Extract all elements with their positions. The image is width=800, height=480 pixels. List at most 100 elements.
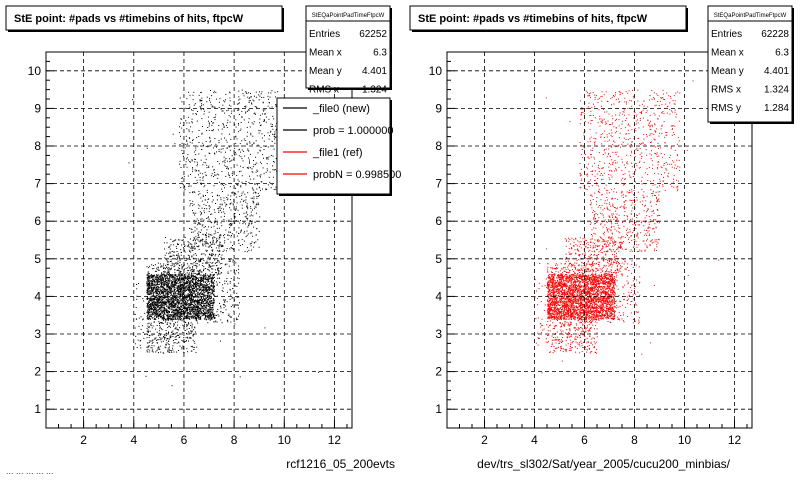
data-point bbox=[204, 184, 206, 186]
data-point bbox=[259, 95, 261, 97]
data-point bbox=[230, 224, 232, 225]
data-point bbox=[166, 316, 168, 318]
data-point bbox=[200, 92, 202, 94]
data-point bbox=[160, 308, 162, 310]
data-point bbox=[275, 105, 277, 107]
data-point bbox=[160, 285, 162, 287]
data-point bbox=[156, 274, 158, 276]
data-point bbox=[155, 313, 157, 315]
data-point bbox=[190, 277, 191, 279]
data-point bbox=[242, 167, 244, 168]
data-point bbox=[209, 319, 211, 321]
data-point bbox=[157, 280, 159, 282]
data-point bbox=[275, 186, 277, 188]
data-point bbox=[167, 317, 169, 319]
data-point bbox=[213, 90, 215, 92]
data-point bbox=[158, 302, 160, 304]
data-point bbox=[150, 284, 152, 286]
data-point bbox=[157, 267, 159, 269]
data-point bbox=[184, 291, 186, 293]
data-point bbox=[204, 305, 206, 307]
data-point bbox=[161, 276, 163, 278]
data-point bbox=[209, 304, 211, 306]
data-point bbox=[162, 315, 164, 317]
data-point bbox=[170, 314, 172, 315]
data-point bbox=[272, 176, 274, 178]
data-point bbox=[178, 317, 180, 319]
data-point bbox=[157, 301, 159, 303]
data-point bbox=[158, 298, 160, 300]
data-point bbox=[203, 318, 205, 320]
data-point bbox=[204, 311, 206, 313]
data-point bbox=[203, 312, 205, 314]
data-point bbox=[222, 284, 223, 286]
data-point bbox=[193, 287, 195, 289]
data-point bbox=[202, 244, 204, 246]
data-point bbox=[159, 275, 161, 277]
data-point bbox=[176, 312, 178, 314]
data-point bbox=[194, 239, 196, 241]
data-point bbox=[187, 311, 189, 313]
data-point bbox=[151, 312, 153, 314]
data-point bbox=[169, 278, 170, 280]
data-point bbox=[229, 203, 231, 205]
data-point bbox=[196, 277, 197, 279]
data-point bbox=[177, 318, 179, 320]
data-point bbox=[177, 301, 179, 303]
data-point bbox=[275, 158, 277, 159]
data-point bbox=[211, 268, 212, 270]
data-point bbox=[162, 293, 164, 295]
data-point bbox=[242, 191, 244, 193]
data-point bbox=[238, 114, 240, 115]
data-point bbox=[183, 264, 185, 266]
data-point bbox=[155, 337, 157, 339]
data-point bbox=[227, 283, 229, 285]
data-point bbox=[163, 285, 165, 287]
data-point bbox=[149, 330, 151, 332]
data-point bbox=[195, 310, 197, 312]
data-point bbox=[191, 286, 192, 288]
data-point bbox=[175, 309, 177, 311]
data-point bbox=[210, 213, 212, 215]
data-point bbox=[199, 280, 201, 282]
data-point bbox=[215, 91, 217, 93]
data-point bbox=[232, 261, 234, 263]
data-point bbox=[230, 223, 232, 225]
data-point bbox=[177, 305, 179, 307]
data-point bbox=[204, 307, 206, 309]
data-point bbox=[167, 338, 169, 339]
data-point bbox=[202, 275, 204, 277]
data-point bbox=[173, 282, 175, 284]
data-point bbox=[201, 97, 203, 99]
data-point bbox=[196, 296, 198, 298]
data-point bbox=[166, 315, 168, 317]
data-point bbox=[228, 146, 230, 148]
data-point bbox=[135, 335, 137, 337]
data-point bbox=[169, 274, 171, 276]
data-point bbox=[210, 90, 211, 91]
data-point bbox=[186, 139, 188, 141]
data-point bbox=[228, 313, 230, 315]
data-point bbox=[146, 277, 148, 279]
data-point bbox=[247, 206, 249, 208]
data-point bbox=[268, 98, 269, 100]
data-point bbox=[209, 292, 211, 293]
data-point bbox=[152, 341, 154, 343]
data-point bbox=[151, 290, 153, 292]
data-point bbox=[180, 279, 182, 281]
data-point bbox=[179, 279, 181, 281]
data-point bbox=[154, 317, 156, 319]
data-point bbox=[253, 192, 255, 194]
data-point bbox=[186, 277, 188, 279]
data-point bbox=[184, 323, 185, 325]
data-point bbox=[192, 192, 194, 194]
data-point bbox=[136, 298, 138, 300]
data-point bbox=[195, 312, 197, 314]
data-point bbox=[180, 287, 182, 289]
data-point bbox=[169, 276, 170, 278]
data-point bbox=[190, 350, 192, 352]
data-point bbox=[181, 300, 183, 302]
data-point bbox=[235, 206, 237, 208]
data-point bbox=[234, 273, 236, 275]
data-point bbox=[213, 92, 215, 94]
